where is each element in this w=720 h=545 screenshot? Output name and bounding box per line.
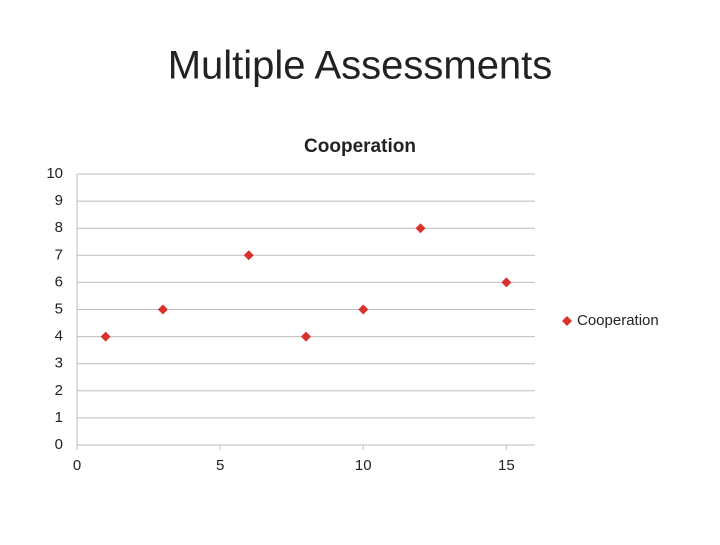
point xyxy=(157,304,168,315)
point xyxy=(100,331,111,342)
x-tick-label: 10 xyxy=(355,457,372,474)
point xyxy=(501,277,512,288)
point xyxy=(301,331,311,342)
legend-marker xyxy=(562,316,572,326)
y-tick-label: 9 xyxy=(55,192,63,209)
y-tick-label: 4 xyxy=(55,328,63,345)
y-tick-label: 3 xyxy=(55,355,63,372)
y-tick-label: 6 xyxy=(55,273,63,290)
chart-title: Cooperation xyxy=(304,136,416,157)
y-tick-label: 2 xyxy=(55,382,63,399)
slide-title: Multiple Assessments xyxy=(168,44,553,88)
y-tick-label: 8 xyxy=(55,219,63,236)
y-tick-label: 0 xyxy=(55,436,63,453)
point xyxy=(358,304,369,315)
x-tick-label: 0 xyxy=(73,457,81,474)
y-tick-label: 5 xyxy=(55,300,63,317)
x-tick-label: 15 xyxy=(498,457,515,474)
point xyxy=(243,250,254,261)
x-tick-label: 5 xyxy=(216,457,224,474)
y-tick-label: 1 xyxy=(55,409,63,426)
y-tick-label: 7 xyxy=(55,246,63,263)
point xyxy=(415,223,426,234)
legend-label: Cooperation xyxy=(577,312,659,329)
y-tick-label: 10 xyxy=(46,165,63,182)
